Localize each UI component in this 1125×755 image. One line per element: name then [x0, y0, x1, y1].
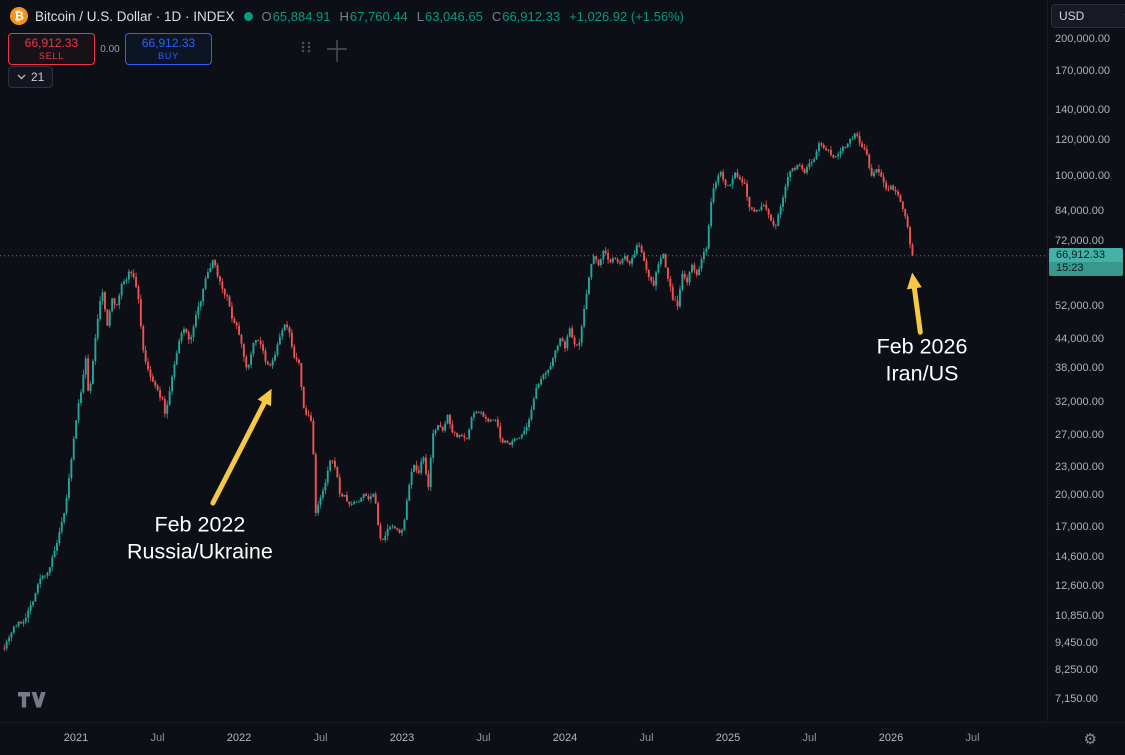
last-price-tag: 66,912.33 15:23: [1049, 248, 1123, 277]
trade-panel-toolbar: [300, 40, 350, 67]
crosshair-icon[interactable]: [324, 40, 350, 67]
price-axis-label: 7,150.00: [1055, 692, 1098, 705]
indicators-badge[interactable]: 21: [8, 66, 54, 88]
bitcoin-icon: ₿: [10, 7, 28, 25]
price-chart[interactable]: Feb 2022 Russia/Ukraine Feb 2026 Iran/US: [0, 0, 1048, 723]
buy-label: BUY: [158, 50, 179, 61]
ohlc-high-label: H: [339, 8, 349, 24]
time-axis[interactable]: ⚙ 2021 Jul 2022 Jul 2023 Jul 2024 Jul 2025 Jul 202…: [0, 722, 1125, 755]
price-axis-label: 27,000.00: [1055, 429, 1104, 442]
chevron-down-icon: [17, 74, 26, 80]
ohlc-close-label: C: [491, 8, 502, 24]
chart-header: ₿ Bitcoin / U.S. Dollar · 1D · INDEX O65…: [10, 7, 684, 25]
settings-gear-icon[interactable]: ⚙: [1083, 731, 1097, 748]
time-axis-label: Jul: [313, 732, 328, 744]
currency-dropdown-value: USD: [1059, 9, 1085, 23]
time-axis-label: 2024: [552, 732, 578, 744]
indicators-count: 21: [31, 70, 45, 84]
time-axis-label: 2021: [63, 732, 89, 744]
svg-text:Iran/US: Iran/US: [886, 362, 959, 386]
drag-handle-icon[interactable]: [300, 40, 312, 59]
price-axis-label: 120,000.00: [1055, 134, 1111, 147]
time-axis-label: 2026: [878, 732, 904, 744]
tradingview-logo[interactable]: [18, 692, 46, 713]
bar-countdown: 15:23: [1049, 262, 1123, 277]
ohlc-open-value: 65,884.91: [272, 8, 331, 24]
spread-value: 0.00: [100, 43, 120, 55]
candlestick-series: Feb 2022 Russia/Ukraine Feb 2026 Iran/US: [0, 131, 1048, 652]
price-axis-label: 52,000.00: [1055, 299, 1104, 312]
price-axis-label: 44,000.00: [1055, 332, 1104, 345]
price-axis-label: 10,850.00: [1055, 610, 1104, 622]
time-axis-label: Jul: [639, 732, 654, 744]
time-axis-label: 2022: [226, 732, 252, 744]
ohlc-high: H67,760.44: [340, 9, 408, 24]
price-axis-label: 170,000.00: [1055, 65, 1111, 78]
last-price-value: 66,912.33: [1056, 249, 1105, 262]
price-axis-label: 14,600.00: [1055, 551, 1104, 564]
sell-button[interactable]: 66,912.33 SELL: [8, 33, 95, 65]
svg-text:Feb 2022: Feb 2022: [154, 513, 245, 537]
price-axis-label: 23,000.00: [1055, 461, 1104, 474]
time-axis-label: 2023: [389, 732, 415, 744]
price-axis[interactable]: USD ▾ 66,912.33 15:23 200,000.00 170,000.…: [1047, 0, 1125, 723]
ohlc-close: C66,912.33: [492, 9, 560, 24]
ohlc-low-value: 63,046.65: [424, 8, 483, 24]
svg-text:Russia/Ukraine: Russia/Ukraine: [127, 540, 273, 564]
time-axis-label: Jul: [150, 732, 165, 744]
price-axis-label: 17,000.00: [1055, 521, 1104, 534]
price-axis-label: 200,000.00: [1055, 33, 1111, 45]
svg-text:Feb 2026: Feb 2026: [877, 335, 968, 359]
ohlc-close-value: 66,912.33: [502, 8, 561, 24]
price-axis-label: 38,000.00: [1055, 361, 1104, 374]
price-axis-label: 100,000.00: [1055, 170, 1111, 183]
buy-price: 66,912.33: [141, 35, 196, 50]
ohlc-values: O65,884.91 H67,760.44 L63,046.65 C66,912…: [262, 9, 684, 24]
currency-dropdown[interactable]: USD ▾: [1051, 4, 1125, 28]
price-axis-label: 8,250.00: [1055, 664, 1098, 677]
price-axis-label: 20,000.00: [1055, 488, 1104, 501]
candlestick-chart: Feb 2022 Russia/Ukraine Feb 2026 Iran/US: [0, 131, 1048, 652]
time-axis-label: Jul: [476, 732, 491, 744]
price-axis-label: 32,000.00: [1055, 395, 1104, 408]
time-axis-label: Jul: [965, 732, 980, 744]
time-axis-label: Jul: [802, 732, 817, 744]
price-change: +1,026.92 (+1.56%): [569, 8, 684, 24]
ohlc-low: L63,046.65: [417, 9, 483, 24]
trade-panel: 66,912.33 SELL 0.00 66,912.33 BUY: [8, 33, 212, 65]
ohlc-high-value: 67,760.44: [349, 8, 408, 24]
symbol-title[interactable]: Bitcoin / U.S. Dollar · 1D · INDEX: [35, 8, 235, 24]
sell-label: SELL: [38, 50, 65, 61]
market-status-icon: [243, 11, 253, 21]
buy-button[interactable]: 66,912.33 BUY: [125, 33, 212, 65]
ohlc-open: O65,884.91: [262, 9, 331, 24]
price-axis-label: 72,000.00: [1055, 235, 1104, 248]
price-axis-label: 12,600.00: [1055, 580, 1104, 593]
ohlc-open-label: O: [261, 8, 272, 24]
price-axis-label: 84,000.00: [1055, 204, 1104, 217]
sell-price: 66,912.33: [24, 35, 79, 50]
price-axis-label: 140,000.00: [1055, 103, 1111, 116]
price-axis-label: 9,450.00: [1055, 637, 1098, 650]
time-axis-label: 2025: [715, 732, 741, 744]
ohlc-low-label: L: [416, 8, 424, 24]
